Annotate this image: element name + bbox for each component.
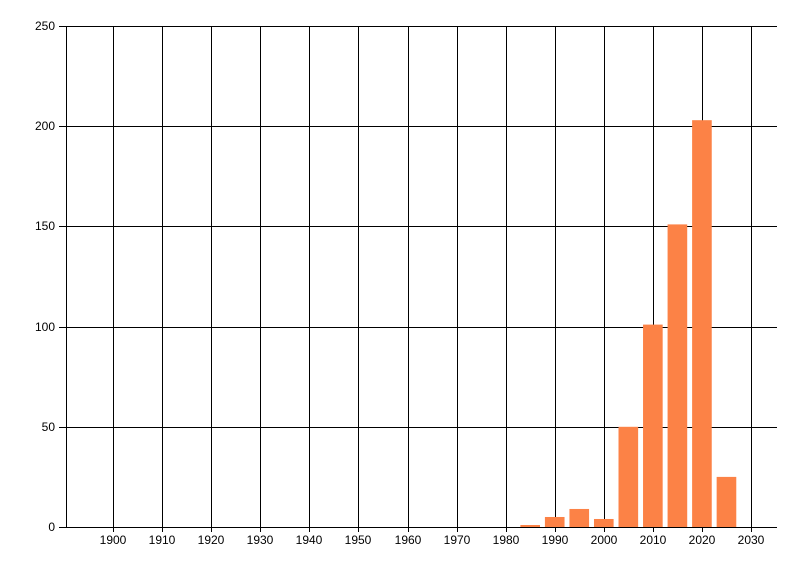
x-tick-label: 1920 [198, 533, 225, 547]
x-tick-label: 1980 [493, 533, 520, 547]
bar-2010 [643, 324, 663, 527]
y-tick-label: 100 [35, 320, 55, 334]
x-tick-label: 1950 [345, 533, 372, 547]
bar-1995 [569, 508, 590, 527]
bar-1985 [520, 525, 540, 527]
x-tick-label: 1960 [395, 533, 422, 547]
x-tick-label: 1990 [542, 533, 569, 547]
x-tick-label: 1970 [444, 533, 471, 547]
x-tick-label: 1910 [149, 533, 176, 547]
bar-2015 [667, 224, 688, 527]
x-tick-label: 2010 [640, 533, 667, 547]
y-tick-label: 200 [35, 119, 55, 133]
bar-2025 [716, 476, 737, 527]
bar-1990 [544, 516, 565, 527]
bar-2005 [618, 426, 639, 527]
x-tick-label: 2000 [591, 533, 618, 547]
x-tick-label: 2020 [689, 533, 716, 547]
y-tick-label: 250 [35, 19, 55, 33]
y-tick-label: 150 [35, 219, 55, 233]
y-tick-label: 50 [42, 420, 56, 434]
y-tick-label: 0 [48, 520, 55, 534]
x-tick-label: 1930 [247, 533, 274, 547]
bar-2000 [593, 518, 614, 527]
x-tick-label: 2030 [738, 533, 765, 547]
x-tick-label: 1900 [100, 533, 127, 547]
bar-2020 [692, 120, 712, 527]
x-tick-label: 1940 [296, 533, 323, 547]
